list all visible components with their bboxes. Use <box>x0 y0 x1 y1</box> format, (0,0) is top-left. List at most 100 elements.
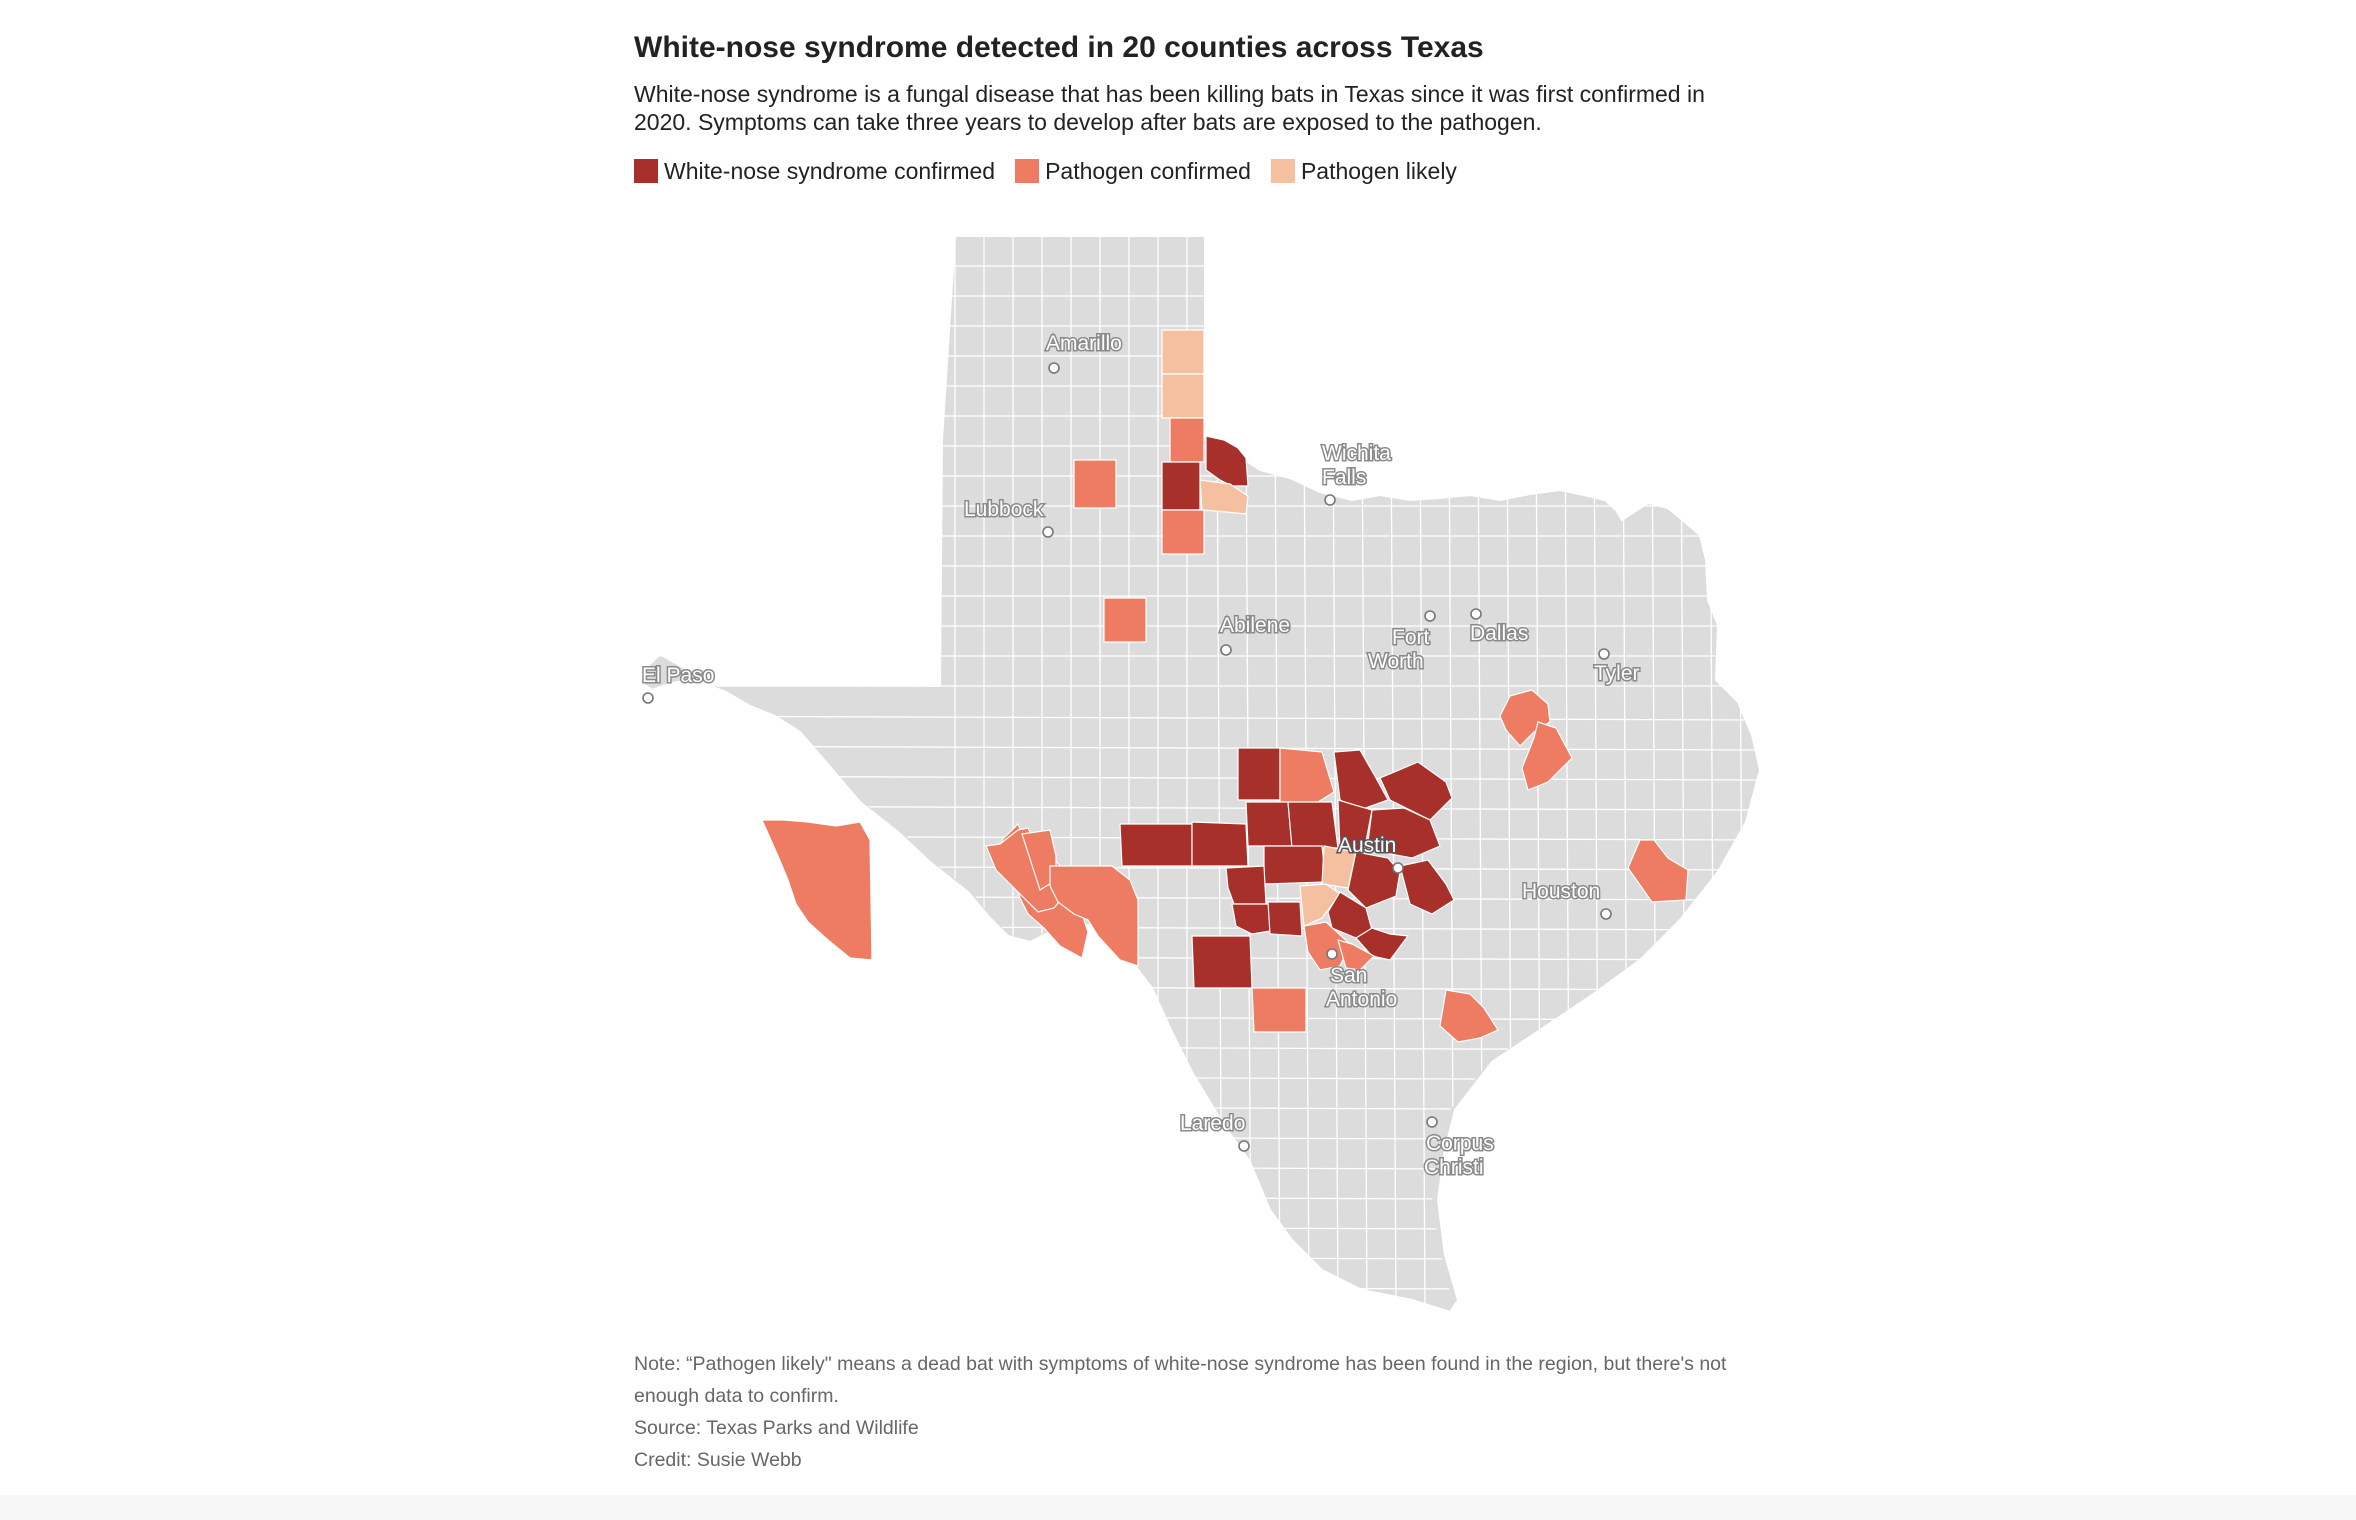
county-wns-confirmed <box>1205 435 1249 487</box>
county-pathogen-confirmed <box>1279 747 1335 803</box>
county-wns-confirmed <box>1231 903 1277 935</box>
city-label: Lubbock <box>964 498 1044 521</box>
county-wns-confirmed <box>1119 823 1193 867</box>
county-line <box>636 745 1760 751</box>
city-label: El Paso <box>642 664 714 687</box>
city-austin: Austin <box>1337 833 1404 874</box>
city-label: Fort <box>1392 626 1430 649</box>
city-dot <box>1238 1140 1250 1152</box>
city-label: Austin <box>1338 834 1396 857</box>
legend-swatch-pathogen-likely <box>1270 159 1295 183</box>
city-label: Falls <box>1322 466 1366 489</box>
city-dot <box>1326 948 1338 960</box>
county-pathogen-confirmed <box>761 819 873 961</box>
county-pathogen-confirmed <box>1161 509 1205 555</box>
city-amarillo: Amarillo <box>1045 331 1123 374</box>
county-pathogen-confirmed <box>1439 989 1499 1043</box>
county-pathogen-confirmed <box>1169 417 1205 463</box>
chart-title: White-nose syndrome detected in 20 count… <box>634 31 1484 64</box>
city-label: Tyler <box>1594 662 1640 685</box>
city-dot <box>1048 362 1060 374</box>
legend: White-nose syndrome confirmed Pathogen c… <box>634 156 1734 186</box>
county-line <box>636 1255 1760 1261</box>
city-houston: Houston <box>1521 879 1612 920</box>
chart-header: White-nose syndrome detected in 20 count… <box>634 28 1734 186</box>
county-pathogen-confirmed <box>1303 921 1351 971</box>
county-pathogen-confirmed <box>1049 865 1139 967</box>
county-line <box>636 1285 1760 1291</box>
county-wns-confirmed <box>1191 821 1249 867</box>
county-pathogen-confirmed <box>1251 987 1307 1033</box>
legend-item-wns-confirmed: White-nose syndrome confirmed <box>634 158 995 185</box>
footer-note: Note: “Pathogen likely" means a dead bat… <box>634 1353 1727 1407</box>
legend-label-pathogen-likely: Pathogen likely <box>1300 157 1457 184</box>
county-wns-confirmed <box>1263 845 1327 885</box>
legend-swatch-wns-confirmed <box>634 159 658 183</box>
city-dot <box>1042 526 1054 538</box>
county-line <box>636 1165 1760 1171</box>
page-bottom-bar <box>0 1495 2356 1520</box>
legend-label-pathogen-confirmed: Pathogen confirmed <box>1045 157 1251 184</box>
city-tyler: Tyler <box>1593 648 1641 687</box>
city-label: Laredo <box>1180 1112 1245 1135</box>
city-el-paso: El Paso <box>641 663 716 704</box>
city-label: Abilene <box>1220 614 1290 637</box>
county-wns-confirmed <box>1337 799 1373 853</box>
city-label: Corpus <box>1426 1132 1494 1155</box>
city-label: Amarillo <box>1046 332 1122 355</box>
footer-credit: Credit: Susie Webb <box>634 1449 802 1471</box>
city-label: Wichita <box>1322 442 1391 465</box>
county-wns-confirmed <box>1237 747 1281 801</box>
city-dot <box>1220 644 1232 656</box>
county-pathogen-likely <box>1161 329 1205 375</box>
city-dot <box>1392 862 1404 874</box>
city-label: Antonio <box>1326 988 1397 1011</box>
county-line <box>636 1105 1760 1111</box>
county-wns-confirmed <box>1191 935 1253 989</box>
city-dot <box>1600 908 1612 920</box>
county-line <box>636 1135 1760 1141</box>
county-pathogen-confirmed <box>1627 839 1689 903</box>
county-wns-confirmed <box>1399 859 1455 915</box>
texas-map: Amarillo Wichita Falls Lubbock Abilene Fort Wo… <box>620 230 1770 1320</box>
county-wns-confirmed <box>1161 461 1201 511</box>
texas-shape <box>638 235 1762 1314</box>
city-label: Dallas <box>1470 622 1528 645</box>
city-dot <box>1470 608 1482 620</box>
city-dot <box>642 692 654 704</box>
city-dot <box>1324 494 1336 506</box>
city-label: San <box>1330 964 1367 987</box>
city-dot <box>1598 648 1610 660</box>
chart-footer: Note: “Pathogen likely" means a dead bat… <box>634 1348 1754 1476</box>
legend-item-pathogen-confirmed: Pathogen confirmed <box>1015 158 1251 185</box>
county-line <box>636 1195 1760 1201</box>
county-wns-confirmed <box>1287 801 1339 849</box>
county-line <box>636 715 1760 721</box>
county-pathogen-likely <box>1161 373 1205 419</box>
county-line <box>636 1225 1760 1231</box>
county-wns-confirmed <box>1379 761 1453 821</box>
county-wns-confirmed <box>1267 901 1303 937</box>
city-laredo: Laredo <box>1179 1111 1250 1152</box>
county-wns-confirmed <box>1225 865 1267 905</box>
county-pathogen-confirmed <box>1103 597 1147 643</box>
chart-subtitle: White-nose syndrome is a fungal disease … <box>634 81 1705 135</box>
city-label: Worth <box>1368 650 1424 673</box>
county-wns-confirmed <box>1367 807 1441 859</box>
city-label: Christi <box>1424 1156 1484 1179</box>
city-label: Houston <box>1522 880 1600 903</box>
legend-label-wns-confirmed: White-nose syndrome confirmed <box>664 157 996 184</box>
city-dot <box>1426 1116 1438 1128</box>
county-wns-confirmed <box>1245 801 1293 847</box>
city-abilene: Abilene <box>1219 613 1292 656</box>
legend-swatch-pathogen-confirmed <box>1015 159 1040 183</box>
county-pathogen-confirmed <box>1337 939 1375 971</box>
county-pathogen-confirmed <box>1499 689 1551 747</box>
